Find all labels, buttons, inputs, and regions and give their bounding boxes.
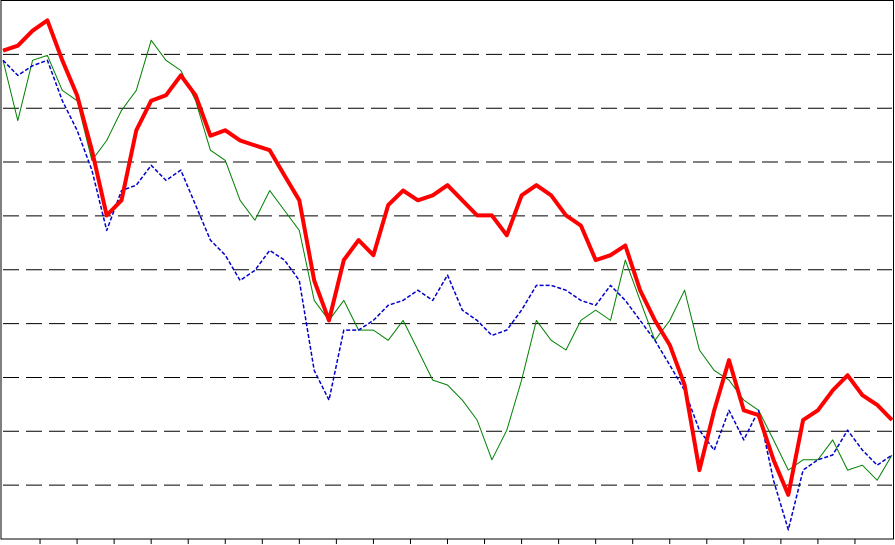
series-line — [2, 39, 893, 481]
series-line — [2, 59, 893, 531]
series-line — [2, 18, 894, 497]
